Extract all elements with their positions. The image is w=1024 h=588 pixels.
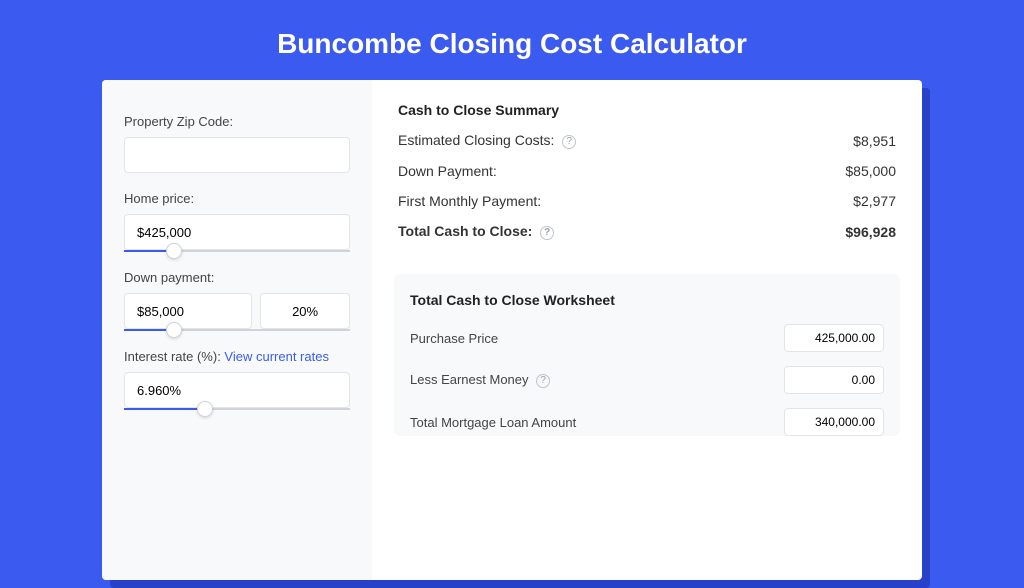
- worksheet-value-loan-amount[interactable]: [784, 408, 884, 436]
- worksheet-label: Total Mortgage Loan Amount: [410, 415, 576, 430]
- summary-label: Total Cash to Close:: [398, 223, 532, 239]
- interest-label: Interest rate (%): View current rates: [124, 349, 350, 364]
- summary-row-closing-costs: Estimated Closing Costs: ? $8,951: [398, 132, 896, 149]
- summary-value: $85,000: [845, 163, 896, 179]
- worksheet-value-earnest-money[interactable]: [784, 366, 884, 394]
- worksheet-section: Total Cash to Close Worksheet Purchase P…: [394, 274, 900, 436]
- down-payment-percent-input[interactable]: [260, 293, 350, 329]
- worksheet-row-earnest-money: Less Earnest Money ?: [410, 366, 884, 394]
- summary-label: Down Payment:: [398, 163, 497, 179]
- summary-value: $8,951: [853, 133, 896, 149]
- down-payment-label: Down payment:: [124, 270, 350, 285]
- summary-row-down-payment: Down Payment: $85,000: [398, 163, 896, 179]
- calculator-card-wrap: Property Zip Code: Home price: Down paym…: [102, 80, 922, 580]
- summary-label: First Monthly Payment:: [398, 193, 541, 209]
- input-sidebar: Property Zip Code: Home price: Down paym…: [102, 80, 372, 580]
- interest-slider[interactable]: [124, 408, 350, 410]
- zip-input[interactable]: [124, 137, 350, 173]
- interest-label-text: Interest rate (%):: [124, 349, 224, 364]
- zip-label: Property Zip Code:: [124, 114, 350, 129]
- home-price-slider-thumb[interactable]: [166, 243, 182, 259]
- summary-row-total: Total Cash to Close: ? $96,928: [398, 223, 896, 240]
- down-payment-input[interactable]: [124, 293, 252, 329]
- help-icon[interactable]: ?: [562, 135, 576, 149]
- down-payment-slider-thumb[interactable]: [166, 322, 182, 338]
- calculator-card: Property Zip Code: Home price: Down paym…: [102, 80, 922, 580]
- summary-title: Cash to Close Summary: [398, 102, 896, 118]
- home-price-slider[interactable]: [124, 250, 350, 252]
- worksheet-label: Less Earnest Money: [410, 372, 529, 387]
- interest-slider-thumb[interactable]: [197, 401, 213, 417]
- worksheet-row-purchase-price: Purchase Price: [410, 324, 884, 352]
- summary-section: Cash to Close Summary Estimated Closing …: [394, 102, 900, 268]
- interest-input[interactable]: [124, 372, 350, 408]
- main-panel: Cash to Close Summary Estimated Closing …: [372, 80, 922, 580]
- view-rates-link[interactable]: View current rates: [224, 349, 329, 364]
- worksheet-label: Purchase Price: [410, 331, 498, 346]
- worksheet-title: Total Cash to Close Worksheet: [410, 292, 884, 308]
- home-price-field-group: Home price:: [124, 191, 350, 252]
- page-title: Buncombe Closing Cost Calculator: [0, 0, 1024, 80]
- home-price-input[interactable]: [124, 214, 350, 250]
- interest-slider-fill: [124, 408, 205, 410]
- summary-label: Estimated Closing Costs:: [398, 132, 554, 148]
- home-price-label: Home price:: [124, 191, 350, 206]
- down-payment-slider[interactable]: [124, 329, 350, 331]
- help-icon[interactable]: ?: [536, 374, 550, 388]
- worksheet-row-loan-amount: Total Mortgage Loan Amount: [410, 408, 884, 436]
- help-icon[interactable]: ?: [540, 226, 554, 240]
- zip-field-group: Property Zip Code:: [124, 114, 350, 173]
- down-payment-field-group: Down payment:: [124, 270, 350, 331]
- summary-value: $2,977: [853, 193, 896, 209]
- summary-value: $96,928: [845, 224, 896, 240]
- summary-row-monthly-payment: First Monthly Payment: $2,977: [398, 193, 896, 209]
- worksheet-value-purchase-price[interactable]: [784, 324, 884, 352]
- interest-field-group: Interest rate (%): View current rates: [124, 349, 350, 410]
